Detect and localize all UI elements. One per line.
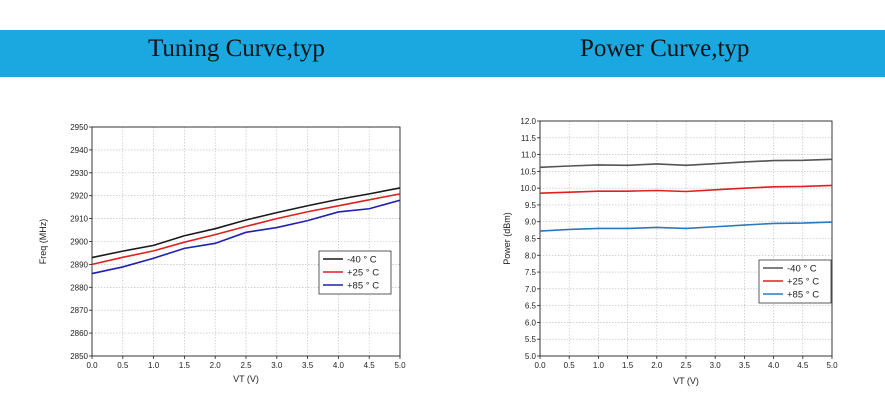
tuning-y-axis-label: Freq (MHz) xyxy=(38,219,48,265)
tuning-x-tick-label: 3.5 xyxy=(302,361,314,370)
tuning-y-tick-label: 2900 xyxy=(70,238,88,247)
tuning-x-tick-label: 5.0 xyxy=(394,361,406,370)
power-y-tick-label: 6.0 xyxy=(525,318,537,327)
tuning-y-tick-label: 2920 xyxy=(70,192,88,201)
tuning-series-line-3 xyxy=(91,199,401,275)
power-x-tick-label: 0.5 xyxy=(564,361,576,370)
power-y-tick-label: 7.0 xyxy=(525,285,537,294)
tuning-curve-title: Tuning Curve,typ xyxy=(148,35,325,62)
tuning-y-tick-label: 2880 xyxy=(70,283,88,292)
power-curve-title: Power Curve,typ xyxy=(580,35,750,62)
tuning-legend-label-3: +85 ° C xyxy=(347,281,379,292)
tuning-x-tick-label: 2.0 xyxy=(210,361,222,370)
tuning-plot-frame xyxy=(91,126,401,357)
power-y-tick-label: 7.5 xyxy=(525,268,537,277)
power-series-line-1 xyxy=(539,158,833,169)
power-plot-frame xyxy=(539,120,833,357)
tuning-y-tick-label: 2890 xyxy=(70,260,88,269)
tuning-series-line-2 xyxy=(91,193,401,266)
power-y-tick-label: 10.0 xyxy=(520,184,536,193)
power-x-tick-label: 3.5 xyxy=(739,361,751,370)
power-y-tick-label: 11.0 xyxy=(521,151,537,160)
power-legend-label-3: +85 ° C xyxy=(787,290,819,301)
power-y-tick-label: 8.0 xyxy=(525,251,537,260)
power-x-axis-label: VT (V) xyxy=(673,376,699,386)
power-x-tick-label: 1.0 xyxy=(593,361,605,370)
tuning-y-tick-label: 2860 xyxy=(70,329,88,338)
tuning-x-tick-label: 4.5 xyxy=(364,361,376,370)
tuning-x-tick-label: 4.0 xyxy=(333,361,345,370)
power-x-tick-label: 0.0 xyxy=(534,361,546,370)
tuning-y-tick-label: 2930 xyxy=(70,169,88,178)
power-x-tick-label: 2.0 xyxy=(651,361,663,370)
power-x-tick-label: 5.0 xyxy=(826,361,838,370)
tuning-y-tick-label: 2850 xyxy=(70,352,88,361)
power-legend-label-2: +25 ° C xyxy=(787,277,819,288)
tuning-x-tick-label: 1.5 xyxy=(179,361,191,370)
power-y-tick-label: 11.5 xyxy=(521,134,537,143)
title-banner: Tuning Curve,typ Power Curve,typ xyxy=(0,30,885,77)
power-y-tick-label: 12.0 xyxy=(520,117,536,126)
tuning-series-line-1 xyxy=(91,187,401,259)
power-y-tick-label: 5.5 xyxy=(525,335,537,344)
tuning-x-tick-label: 3.0 xyxy=(271,361,283,370)
tuning-y-tick-label: 2950 xyxy=(70,123,88,132)
tuning-legend-label-1: -40 ° C xyxy=(347,255,377,266)
power-y-tick-label: 9.5 xyxy=(525,201,537,210)
tuning-y-tick-label: 2870 xyxy=(70,306,88,315)
tuning-x-tick-label: 1.0 xyxy=(148,361,160,370)
tuning-legend-label-2: +25 ° C xyxy=(347,268,379,279)
power-y-axis-label: Power (dBm) xyxy=(502,212,512,265)
power-x-tick-label: 3.0 xyxy=(710,361,722,370)
power-y-tick-label: 8.5 xyxy=(525,235,537,244)
power-series-line-3 xyxy=(539,221,833,232)
power-x-tick-label: 2.5 xyxy=(680,361,692,370)
tuning-x-tick-label: 2.5 xyxy=(240,361,252,370)
tuning-y-tick-label: 2910 xyxy=(70,215,88,224)
power-x-tick-label: 1.5 xyxy=(622,361,634,370)
power-y-tick-label: 9.0 xyxy=(525,218,537,227)
power-series-line-2 xyxy=(539,184,833,194)
tuning-y-tick-label: 2940 xyxy=(70,146,88,155)
power-x-tick-label: 4.0 xyxy=(768,361,780,370)
tuning-x-tick-label: 0.0 xyxy=(86,361,98,370)
power-legend-label-1: -40 ° C xyxy=(787,264,817,275)
power-x-tick-label: 4.5 xyxy=(797,361,809,370)
power-y-tick-label: 6.5 xyxy=(525,302,537,311)
tuning-x-axis-label: VT (V) xyxy=(233,374,259,384)
power-y-tick-label: 10.5 xyxy=(520,167,536,176)
tuning-x-tick-label: 0.5 xyxy=(117,361,129,370)
power-y-tick-label: 5.0 xyxy=(525,352,537,361)
